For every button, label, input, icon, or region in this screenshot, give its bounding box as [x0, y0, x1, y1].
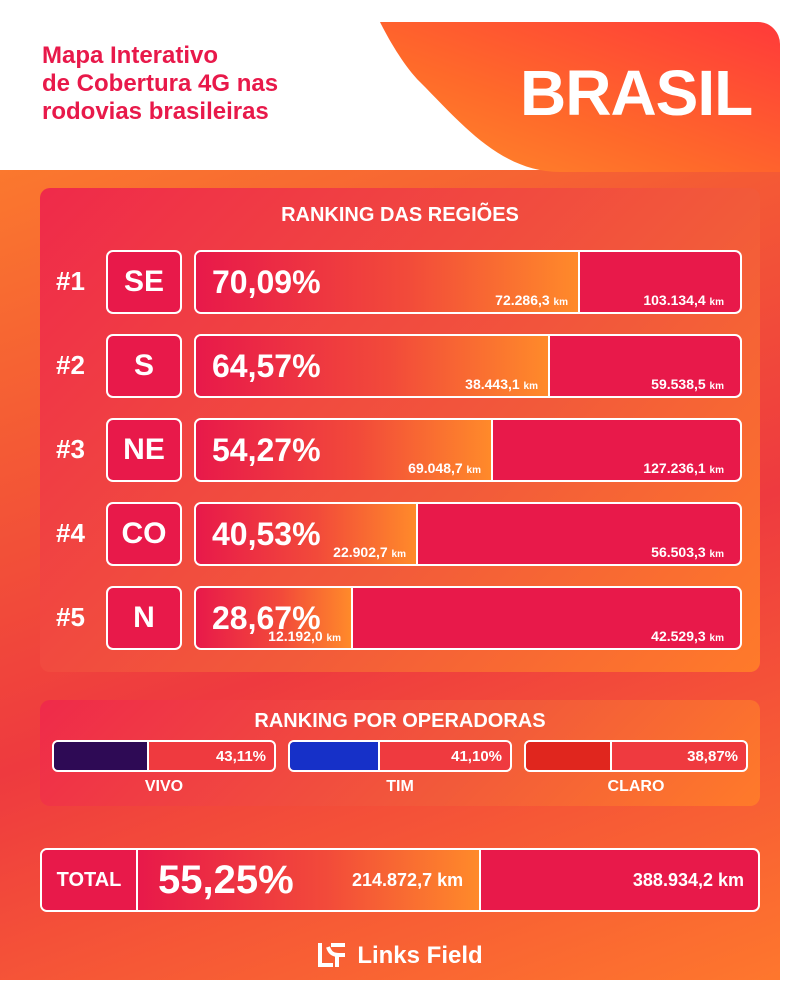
- region-total-km: 127.236,1 km: [643, 460, 724, 476]
- region-bar: 70,09% 72.286,3 km 103.134,4 km: [194, 250, 742, 314]
- region-covered-unit: km: [553, 297, 568, 308]
- region-total-unit: km: [709, 549, 724, 560]
- region-total-value: 42.529,3: [651, 628, 706, 644]
- operator-bar-fill: [526, 742, 612, 770]
- region-total-km: 103.134,4 km: [643, 292, 724, 308]
- region-code: NE: [106, 418, 182, 482]
- region-rank: #2: [56, 350, 85, 380]
- region-covered-value: 22.902,7: [333, 544, 388, 560]
- region-bar: 54,27% 69.048,7 km 127.236,1 km: [194, 418, 742, 482]
- region-bar-fill: [196, 588, 353, 648]
- operators-ranking-title: RANKING POR OPERADORAS: [254, 710, 546, 732]
- operator-bar: 41,10%: [288, 740, 512, 772]
- country-title: BRASIL: [520, 57, 753, 129]
- region-row: #2 S 64,57% 38.443,1 km 59.538,5 km: [40, 334, 760, 398]
- region-bar-fill: [196, 252, 580, 312]
- region-covered-unit: km: [466, 465, 481, 476]
- region-covered-km: 72.286,3 km: [495, 292, 568, 308]
- operator-tim: 41,10% TIM: [288, 740, 512, 800]
- region-rank: #5: [56, 602, 85, 632]
- region-rank: #1: [56, 266, 85, 296]
- total-bar-fill: [138, 850, 481, 910]
- operator-bar-fill: [54, 742, 149, 770]
- region-percent: 64,57%: [212, 348, 321, 384]
- region-covered-km: 69.048,7 km: [408, 460, 481, 476]
- footer-brand-name: Links Field: [357, 942, 483, 969]
- operator-name: VIVO: [144, 778, 184, 795]
- region-covered-km: 22.902,7 km: [333, 544, 406, 560]
- region-total-unit: km: [709, 381, 724, 392]
- footer-brand: Links Field: [0, 940, 800, 972]
- region-code: N: [106, 586, 182, 650]
- region-total-unit: km: [709, 633, 724, 644]
- region-total-value: 127.236,1: [643, 460, 706, 476]
- operator-bar: 43,11%: [52, 740, 276, 772]
- operator-bar: 38,87%: [524, 740, 748, 772]
- frame-edge-right: [780, 0, 800, 1000]
- total-bar: TOTAL 55,25% 214.872,7 km 388.934,2 km: [40, 848, 760, 912]
- regions-ranking-panel: RANKING DAS REGIÕES #1 SE 70,09% 72.286,3 k…: [40, 188, 760, 672]
- region-row: #4 CO 40,53% 22.902,7 km 56.503,3 km: [40, 502, 760, 566]
- region-covered-value: 38.443,1: [465, 376, 520, 392]
- region-covered-unit: km: [391, 549, 406, 560]
- operator-name: TIM: [386, 778, 414, 795]
- operators-ranking-panel: RANKING POR OPERADORAS 43,11% VIVO 41,10% T…: [40, 700, 760, 806]
- links-field-logo-icon: [318, 943, 346, 967]
- operator-claro: 38,87% CLARO: [524, 740, 748, 800]
- operator-percent: 38,87%: [687, 748, 738, 765]
- region-total-km: 42.529,3 km: [651, 628, 724, 644]
- region-rank: #3: [56, 434, 85, 464]
- region-row: #3 NE 54,27% 69.048,7 km 127.236,1 km: [40, 418, 760, 482]
- region-percent: 70,09%: [212, 264, 321, 300]
- region-covered-km: 12.192,0 km: [268, 628, 341, 644]
- region-bar: 64,57% 38.443,1 km 59.538,5 km: [194, 334, 742, 398]
- region-total-value: 59.538,5: [651, 376, 706, 392]
- region-bar-fill: [196, 504, 418, 564]
- total-covered-km: 214.872,7 km: [352, 870, 464, 890]
- region-total-km: 56.503,3 km: [651, 544, 724, 560]
- total-total-km: 388.934,2 km: [632, 870, 744, 890]
- total-percent: 55,25%: [158, 858, 294, 902]
- region-covered-value: 72.286,3: [495, 292, 550, 308]
- operator-percent: 41,10%: [451, 748, 502, 765]
- region-row: #5 N 28,67% 12.192,0 km 42.529,3 km: [40, 586, 760, 650]
- region-bar: 28,67% 12.192,0 km 42.529,3 km: [194, 586, 742, 650]
- region-covered-value: 69.048,7: [408, 460, 463, 476]
- region-covered-unit: km: [523, 381, 538, 392]
- total-label: TOTAL: [42, 850, 138, 910]
- frame-edge-bottom: [0, 980, 800, 1000]
- operator-vivo: 43,11% VIVO: [52, 740, 276, 800]
- region-code: CO: [106, 502, 182, 566]
- region-covered-unit: km: [326, 633, 341, 644]
- region-total-km: 59.538,5 km: [651, 376, 724, 392]
- regions-ranking-title: RANKING DAS REGIÕES: [281, 204, 519, 226]
- operator-percent: 43,11%: [215, 748, 266, 765]
- region-covered-km: 38.443,1 km: [465, 376, 538, 392]
- region-covered-value: 12.192,0: [268, 628, 323, 644]
- region-percent: 40,53%: [212, 516, 321, 552]
- region-rank: #4: [56, 518, 85, 548]
- region-code: S: [106, 334, 182, 398]
- region-total-unit: km: [709, 297, 724, 308]
- region-percent: 28,67%: [212, 600, 321, 636]
- region-bar-fill: [196, 336, 550, 396]
- operator-name: CLARO: [607, 778, 665, 795]
- region-bar: 40,53% 22.902,7 km 56.503,3 km: [194, 502, 742, 566]
- region-bar-fill: [196, 420, 493, 480]
- region-total-value: 56.503,3: [651, 544, 706, 560]
- region-code: SE: [106, 250, 182, 314]
- region-total-value: 103.134,4: [643, 292, 706, 308]
- region-total-unit: km: [709, 465, 724, 476]
- page-title: Mapa Interativo de Cobertura 4G nas rodo…: [42, 42, 279, 125]
- region-row: #1 SE 70,09% 72.286,3 km 103.134,4 km: [40, 250, 760, 314]
- region-percent: 54,27%: [212, 432, 321, 468]
- operator-bar-fill: [290, 742, 380, 770]
